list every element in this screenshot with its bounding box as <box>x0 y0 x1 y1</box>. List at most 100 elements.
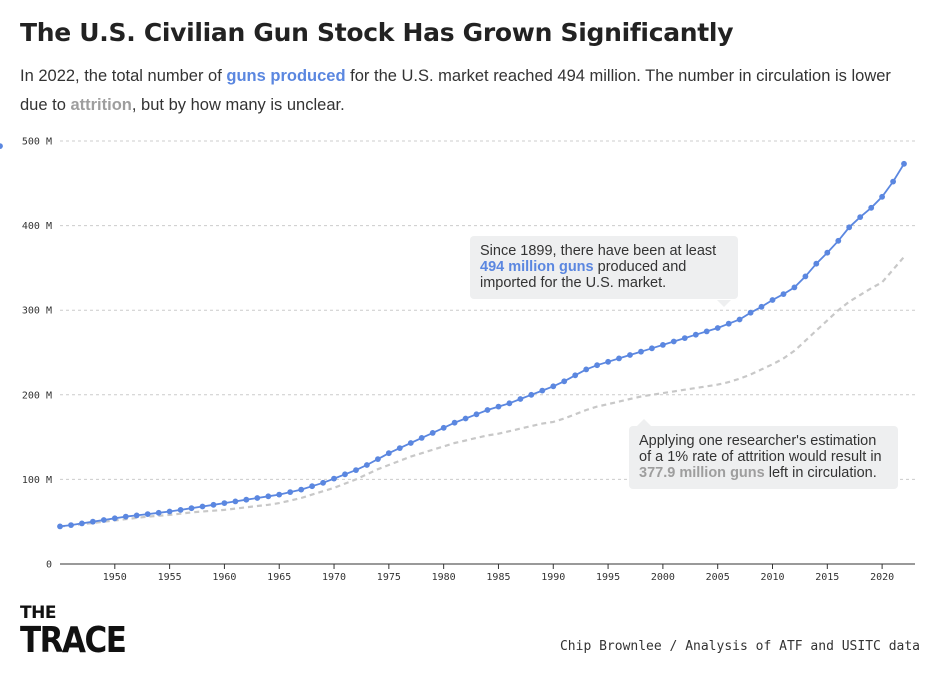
y-tick-label: 0 <box>46 560 52 571</box>
guns-produced-point <box>791 284 798 291</box>
logo-line2: TRACE <box>20 619 127 662</box>
annotation-text: left in circulation. <box>764 465 877 481</box>
guns-produced-point <box>473 411 480 418</box>
guns-produced-point <box>506 400 513 407</box>
subtitle-guns-produced: guns produced <box>226 67 346 85</box>
annotation-highlight: 494 million guns <box>480 259 594 275</box>
axes: 0 100 M 200 M 300 M 400 M 500 M 1950 1955 1960 19… <box>22 137 915 583</box>
guns-produced-point <box>539 387 546 394</box>
guns-produced-point <box>605 358 611 365</box>
x-tick-label: 1980 <box>432 572 456 583</box>
guns-produced-point <box>418 435 425 441</box>
x-tick-label: 1960 <box>212 572 236 583</box>
guns-produced-point <box>155 509 162 516</box>
guns-produced-point <box>331 475 337 482</box>
y-tick-label: 300 M <box>22 306 52 317</box>
guns-produced-point <box>528 391 535 398</box>
annotation-text: Applying one researcher's estimation of … <box>639 433 882 465</box>
guns-produced-point <box>824 249 831 256</box>
guns-produced-point <box>287 489 294 495</box>
series-points <box>0 143 907 530</box>
guns-produced-point <box>243 496 250 503</box>
guns-produced-point <box>451 419 458 426</box>
guns-produced-point <box>670 338 677 345</box>
guns-produced-point <box>265 493 272 500</box>
guns-produced-point <box>429 430 436 436</box>
guns-produced-point <box>681 335 688 341</box>
guns-produced-point <box>440 424 447 431</box>
guns-produced-point <box>747 309 754 316</box>
source-credit: Chip Brownlee / Analysis of ATF and USIT… <box>559 639 920 654</box>
guns-produced-point <box>835 237 842 244</box>
guns-produced-point <box>572 372 579 379</box>
guns-produced-point <box>758 303 765 310</box>
guns-produced-point <box>342 471 348 478</box>
guns-produced-point <box>638 348 644 355</box>
subtitle: In 2022, the total number of guns produc… <box>20 62 920 120</box>
attrition-line <box>59 256 905 528</box>
annotation-pointer <box>717 300 731 307</box>
subtitle-attrition: attrition <box>70 96 132 114</box>
guns-produced-point <box>583 366 590 373</box>
guns-produced-point <box>210 501 217 508</box>
guns-produced-point <box>649 345 655 352</box>
x-tick-label: 2020 <box>870 572 894 583</box>
guns-produced-point <box>725 320 732 327</box>
y-tick-label: 200 M <box>22 390 52 401</box>
guns-produced-point <box>364 462 370 468</box>
guns-produced-point <box>166 508 173 515</box>
guns-produced-point <box>385 450 392 457</box>
guns-produced-point <box>802 273 809 280</box>
guns-produced-point <box>0 143 3 149</box>
guns-produced-point <box>780 291 787 297</box>
guns-produced-point <box>692 331 699 338</box>
guns-produced-point <box>846 224 853 231</box>
annotation-pointer <box>637 419 651 426</box>
x-tick-label: 1970 <box>322 572 346 583</box>
guns-produced-point <box>561 378 568 385</box>
guns-produced-point <box>188 505 195 512</box>
x-tick-label: 1995 <box>596 572 620 583</box>
guns-produced-point <box>901 160 907 167</box>
guns-produced-point <box>890 178 896 185</box>
annotation-highlight: 377.9 million guns <box>639 465 765 481</box>
guns-produced-point <box>177 507 184 513</box>
guns-produced-point <box>79 520 85 527</box>
guns-produced-point <box>90 518 96 525</box>
guns-produced-point <box>309 483 315 490</box>
x-tick-label: 1965 <box>267 572 291 583</box>
guns-produced-point <box>320 479 326 486</box>
guns-produced-point <box>276 491 283 498</box>
guns-produced-point <box>616 355 622 362</box>
guns-produced-point <box>627 352 633 358</box>
subtitle-text: for the U.S. market reached 494 million.… <box>20 67 891 114</box>
guns-produced-point <box>813 260 820 267</box>
x-tick-label: 1975 <box>377 572 401 583</box>
x-tick-label: 2015 <box>815 572 839 583</box>
y-tick-label: 400 M <box>22 221 52 232</box>
guns-produced-point <box>857 214 864 221</box>
guns-produced-point <box>407 440 414 446</box>
guns-produced-point <box>375 456 381 462</box>
x-tick-label: 1985 <box>486 572 510 583</box>
y-tick-label: 100 M <box>22 475 52 486</box>
guns-produced-point <box>736 316 743 323</box>
guns-produced-point <box>232 498 239 505</box>
x-tick-label: 1990 <box>541 572 565 583</box>
page-title: The U.S. Civilian Gun Stock Has Grown Si… <box>20 18 734 47</box>
annotation-attrition: Applying one researcher's estimation of … <box>629 426 898 489</box>
y-tick-label: 500 M <box>22 137 52 148</box>
guns-produced-point <box>660 342 666 348</box>
x-tick-label: 1955 <box>158 572 182 583</box>
guns-produced-point <box>868 204 875 211</box>
gridlines <box>60 140 915 480</box>
guns-produced-point <box>484 407 491 413</box>
guns-produced-point <box>353 467 359 473</box>
guns-produced-point <box>550 383 557 390</box>
guns-produced-point <box>879 193 885 200</box>
guns-produced-point <box>517 396 524 402</box>
guns-produced-point <box>57 523 63 530</box>
guns-produced-point <box>199 503 206 510</box>
guns-produced-point <box>111 515 118 522</box>
